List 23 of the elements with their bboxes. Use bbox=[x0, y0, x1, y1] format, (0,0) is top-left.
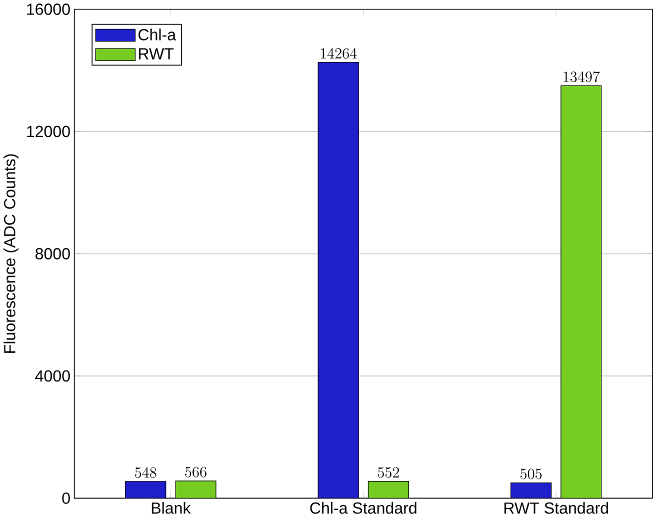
legend-label: Chl-a bbox=[138, 28, 176, 40]
x-tick-label: RWT Standard bbox=[504, 502, 608, 514]
data-label: 566 bbox=[185, 466, 206, 478]
bar bbox=[318, 62, 359, 498]
bar bbox=[175, 480, 216, 498]
y-axis-title: Fluorescence (ADC Counts) bbox=[4, 154, 19, 353]
bar bbox=[368, 480, 410, 498]
y-tick-label: 4000 bbox=[35, 370, 70, 382]
data-label: 505 bbox=[520, 468, 542, 480]
bar bbox=[560, 85, 602, 498]
bar bbox=[125, 480, 166, 498]
bar bbox=[510, 482, 552, 498]
x-tick-label: Blank bbox=[152, 502, 191, 514]
legend-label: RWT bbox=[139, 48, 174, 60]
y-tick-label: 0 bbox=[62, 492, 70, 504]
data-label: 552 bbox=[378, 467, 399, 478]
y-tick-label: 8000 bbox=[36, 248, 70, 260]
data-label: 14264 bbox=[320, 48, 357, 59]
data-label: 548 bbox=[135, 466, 156, 478]
y-tick-label: 12000 bbox=[27, 126, 70, 137]
x-tick-label: Chl-a Standard bbox=[310, 502, 416, 514]
data-label: 13497 bbox=[564, 71, 600, 82]
y-tick-label: 16000 bbox=[27, 3, 70, 15]
